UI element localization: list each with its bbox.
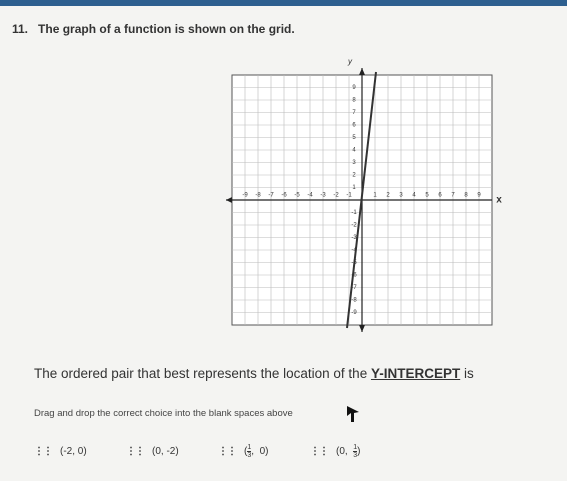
x-tick-label: -4 bbox=[307, 193, 313, 199]
choice[interactable]: ⋮⋮ (0, 1 3) bbox=[310, 444, 402, 459]
prompt-emphasis: Y-INTERCEPT bbox=[370, 366, 461, 381]
y-axis-label: y bbox=[347, 57, 353, 66]
x-tick-label: -3 bbox=[320, 193, 326, 199]
x-tick-label: 8 bbox=[464, 193, 468, 199]
x-tick-label: 4 bbox=[412, 193, 416, 199]
x-tick-label: -5 bbox=[294, 193, 300, 199]
y-tick-label: -5 bbox=[351, 260, 357, 266]
y-tick-label: 5 bbox=[352, 135, 356, 141]
y-tick-label: -3 bbox=[351, 235, 357, 241]
choice-label: (1 3, 0) bbox=[244, 444, 268, 459]
y-tick-label: 2 bbox=[352, 173, 356, 179]
choice[interactable]: ⋮⋮ (0, -2) bbox=[126, 444, 218, 459]
x-tick-label: -1 bbox=[346, 193, 352, 199]
prompt-text: The ordered pair that best represents th… bbox=[34, 366, 371, 381]
choice-text: ) bbox=[357, 446, 361, 458]
choice-text: (0, bbox=[336, 446, 354, 458]
y-tick-label: 9 bbox=[352, 85, 356, 91]
x-tick-label: 9 bbox=[477, 193, 481, 199]
x-axis-label: x bbox=[496, 195, 502, 206]
y-tick-label: -7 bbox=[351, 285, 357, 291]
y-tick-label: -2 bbox=[351, 223, 357, 229]
drag-handle: ⋮⋮ bbox=[218, 446, 237, 457]
choice-label: (-2, 0) bbox=[60, 446, 87, 457]
drag-handle: ⋮⋮ bbox=[34, 446, 53, 457]
choice-text: , 0) bbox=[251, 446, 269, 458]
x-tick-label: 3 bbox=[399, 193, 403, 199]
y-tick-label: -6 bbox=[351, 273, 357, 279]
choice-text: ( bbox=[244, 446, 248, 458]
choices: ⋮⋮ (-2, 0) ⋮⋮ (0, -2) ⋮⋮(1 3, 0) ⋮⋮ (0, 1 3) bbox=[34, 444, 402, 459]
question-number: 11. bbox=[12, 22, 29, 36]
choice-text: (0, -2) bbox=[152, 446, 179, 457]
choice-text: (-2, 0) bbox=[60, 446, 87, 457]
cursor bbox=[347, 406, 359, 422]
y-tick-label: 7 bbox=[352, 110, 356, 116]
drag-handle: ⋮⋮ bbox=[126, 446, 145, 457]
y-tick-label: 3 bbox=[352, 160, 356, 166]
y-tick-label: -9 bbox=[351, 310, 357, 316]
x-tick-label: -9 bbox=[242, 193, 248, 199]
y-arrow bbox=[359, 325, 365, 332]
y-arrow bbox=[359, 68, 365, 75]
denominator: 3 bbox=[247, 452, 252, 459]
choice[interactable]: ⋮⋮ (1 3, 0) bbox=[218, 444, 310, 459]
drag-handle: ⋮⋮ bbox=[310, 446, 329, 457]
choice-label: (0, 1 3) bbox=[336, 444, 360, 459]
prompt: The ordered pair that best represents th… bbox=[34, 366, 474, 381]
y-tick-label: -4 bbox=[351, 248, 357, 254]
prompt-text: is bbox=[460, 366, 474, 381]
x-tick-label: 5 bbox=[425, 193, 429, 199]
x-tick-label: 7 bbox=[451, 193, 455, 199]
y-tick-label: 8 bbox=[352, 98, 356, 104]
question: 11. The graph of a function is shown on t… bbox=[12, 22, 295, 36]
denominator: 3 bbox=[353, 452, 358, 459]
x-arrow bbox=[226, 197, 232, 203]
x-tick-label: 6 bbox=[438, 193, 442, 199]
x-tick-label: -8 bbox=[255, 193, 261, 199]
x-tick-label: -6 bbox=[281, 193, 287, 199]
question-text: The graph of a function is shown on the … bbox=[38, 22, 295, 36]
x-tick-label: 1 bbox=[373, 193, 377, 199]
numerator: 1 bbox=[353, 444, 358, 452]
function-line bbox=[346, 71, 377, 329]
numerator: 1 bbox=[247, 444, 252, 452]
instruction: Drag and drop the correct choice into th… bbox=[34, 408, 293, 419]
choice-label: (0, -2) bbox=[152, 446, 179, 457]
x-tick-label: -7 bbox=[268, 193, 274, 199]
y-tick-label: 4 bbox=[352, 148, 356, 154]
y-tick-label: 6 bbox=[352, 123, 356, 129]
y-tick-label: 1 bbox=[352, 185, 356, 191]
x-tick-label: -2 bbox=[333, 193, 339, 199]
y-tick-label: -8 bbox=[351, 298, 357, 304]
top-bar bbox=[0, 0, 567, 6]
y-tick-label: -1 bbox=[351, 210, 357, 216]
x-tick-label: 2 bbox=[386, 193, 390, 199]
choice[interactable]: ⋮⋮ (-2, 0) bbox=[34, 444, 126, 459]
